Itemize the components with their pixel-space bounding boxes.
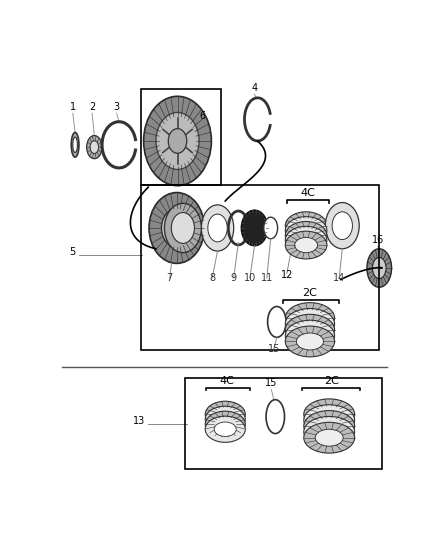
- Text: 15: 15: [268, 344, 280, 354]
- Ellipse shape: [304, 410, 355, 441]
- Ellipse shape: [332, 212, 353, 239]
- Ellipse shape: [214, 407, 236, 422]
- Text: 4C: 4C: [219, 376, 234, 386]
- Ellipse shape: [168, 128, 187, 154]
- Ellipse shape: [285, 227, 327, 254]
- Ellipse shape: [156, 112, 199, 169]
- Ellipse shape: [268, 306, 286, 337]
- Ellipse shape: [264, 217, 278, 239]
- Ellipse shape: [71, 133, 79, 157]
- Ellipse shape: [304, 399, 355, 430]
- Text: 7: 7: [167, 273, 173, 283]
- Ellipse shape: [304, 405, 355, 435]
- Ellipse shape: [149, 192, 205, 263]
- Ellipse shape: [144, 96, 212, 185]
- Ellipse shape: [315, 406, 343, 423]
- Ellipse shape: [315, 423, 343, 440]
- Bar: [141, 185, 379, 350]
- Ellipse shape: [208, 214, 227, 242]
- Ellipse shape: [201, 205, 234, 251]
- Ellipse shape: [205, 416, 245, 442]
- Ellipse shape: [266, 400, 285, 433]
- Ellipse shape: [295, 218, 318, 233]
- Ellipse shape: [162, 208, 192, 247]
- Text: 12: 12: [281, 270, 293, 280]
- Text: 4C: 4C: [300, 188, 315, 198]
- Ellipse shape: [171, 213, 194, 244]
- Ellipse shape: [159, 116, 196, 166]
- Ellipse shape: [295, 237, 318, 253]
- Ellipse shape: [304, 416, 355, 447]
- Ellipse shape: [285, 314, 335, 345]
- Bar: [185, 378, 381, 469]
- Ellipse shape: [285, 303, 335, 334]
- Text: 1: 1: [70, 102, 76, 112]
- Text: 15: 15: [265, 378, 278, 388]
- Ellipse shape: [297, 316, 324, 333]
- Ellipse shape: [87, 135, 102, 159]
- Ellipse shape: [285, 309, 335, 340]
- Ellipse shape: [297, 321, 324, 338]
- Ellipse shape: [285, 231, 327, 259]
- Ellipse shape: [297, 333, 324, 350]
- Ellipse shape: [295, 223, 318, 238]
- Ellipse shape: [90, 141, 99, 154]
- Ellipse shape: [372, 257, 386, 279]
- Text: 10: 10: [244, 273, 256, 283]
- Text: 8: 8: [209, 273, 215, 283]
- Ellipse shape: [214, 422, 236, 437]
- Ellipse shape: [205, 401, 245, 427]
- Text: 13: 13: [133, 416, 145, 426]
- Bar: [141, 88, 221, 185]
- Ellipse shape: [214, 412, 236, 426]
- Ellipse shape: [285, 212, 327, 239]
- Ellipse shape: [205, 406, 245, 432]
- Ellipse shape: [325, 203, 359, 249]
- Ellipse shape: [297, 310, 324, 327]
- Ellipse shape: [205, 411, 245, 438]
- Ellipse shape: [367, 249, 392, 287]
- Text: 16: 16: [371, 235, 384, 245]
- Ellipse shape: [285, 320, 335, 351]
- Ellipse shape: [214, 417, 236, 431]
- Ellipse shape: [315, 429, 343, 446]
- Text: 4: 4: [251, 83, 258, 93]
- Ellipse shape: [73, 137, 78, 152]
- Text: 14: 14: [333, 273, 345, 283]
- Text: 11: 11: [261, 273, 273, 283]
- Text: 2: 2: [89, 102, 95, 112]
- Ellipse shape: [304, 422, 355, 453]
- Ellipse shape: [285, 216, 327, 244]
- Ellipse shape: [295, 232, 318, 248]
- Text: 2C: 2C: [303, 288, 318, 298]
- Ellipse shape: [315, 417, 343, 434]
- Text: 2C: 2C: [324, 376, 339, 386]
- Ellipse shape: [285, 222, 327, 249]
- Text: 5: 5: [70, 247, 76, 257]
- Text: 3: 3: [113, 102, 120, 112]
- Ellipse shape: [315, 411, 343, 429]
- Ellipse shape: [285, 326, 335, 357]
- Ellipse shape: [295, 228, 318, 243]
- Ellipse shape: [164, 203, 201, 253]
- Ellipse shape: [297, 327, 324, 344]
- Text: 9: 9: [231, 273, 237, 283]
- Text: 6: 6: [199, 111, 205, 122]
- Ellipse shape: [241, 210, 268, 246]
